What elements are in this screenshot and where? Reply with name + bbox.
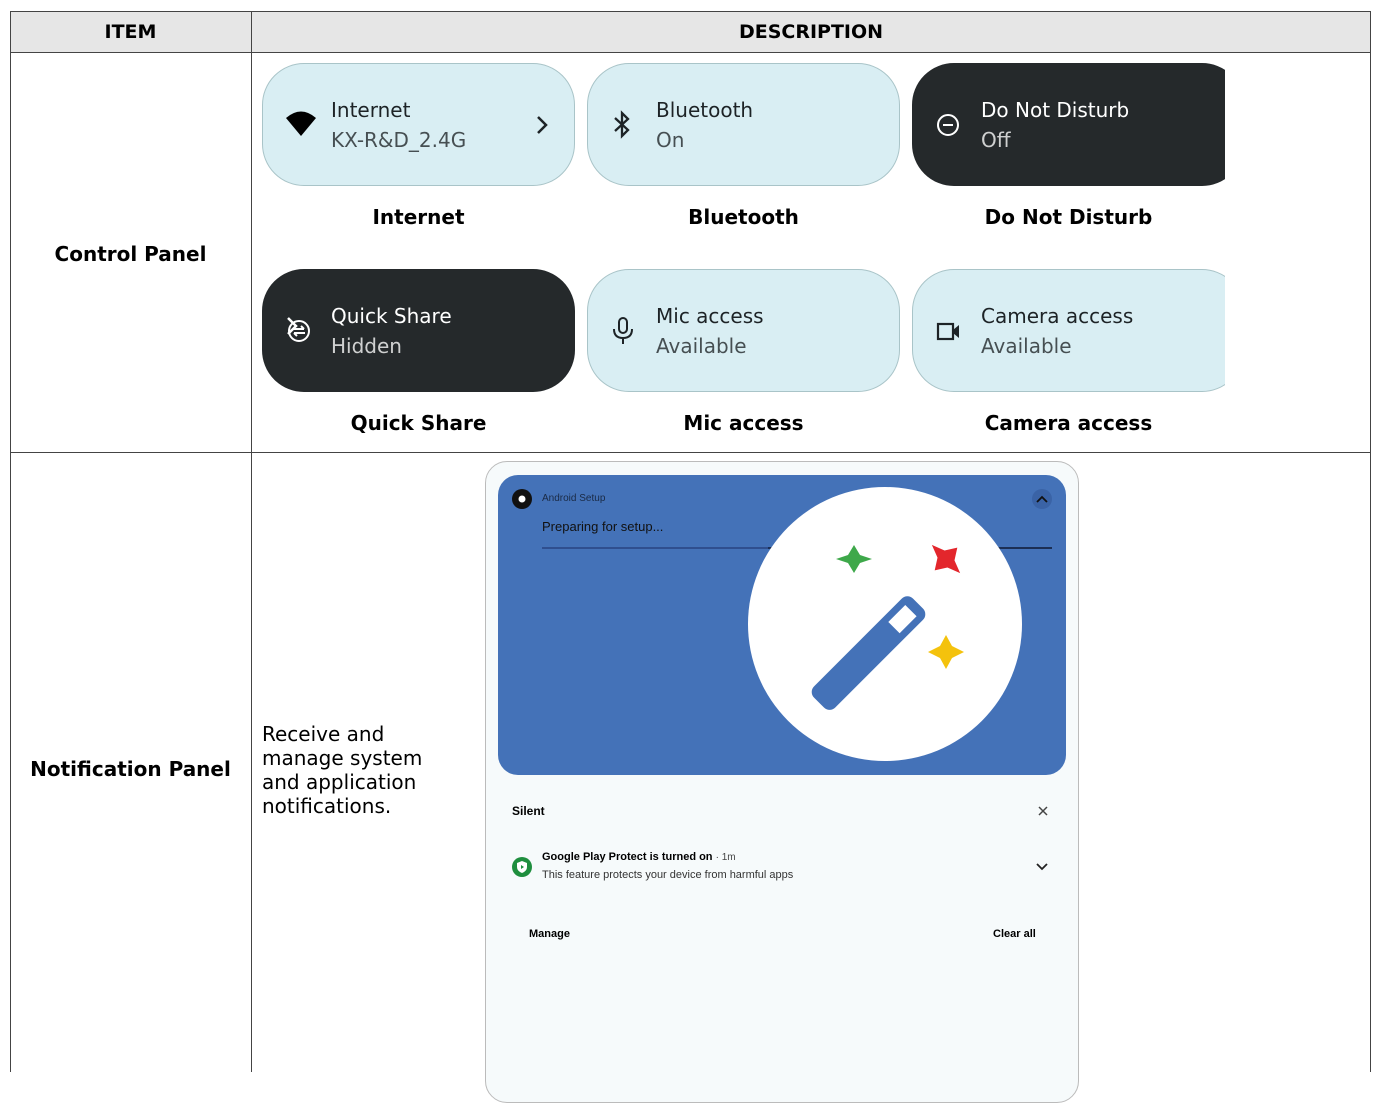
play-protect-icon xyxy=(512,857,532,877)
tile: Quick Share Hidden xyxy=(262,269,575,392)
clear-all-button[interactable]: Clear all xyxy=(993,928,1036,940)
tile-status: KX-R&D_2.4G xyxy=(331,128,467,152)
share-icon xyxy=(288,320,310,342)
border xyxy=(251,11,252,1072)
tile: Do Not Disturb Off xyxy=(912,63,1225,186)
chevron xyxy=(287,317,298,335)
setup-card: Android Setup Preparing for setup... xyxy=(498,475,1066,775)
tile-title: Bluetooth xyxy=(656,98,754,122)
manage-button[interactable]: Manage xyxy=(529,928,570,940)
tile-caption: Internet xyxy=(372,205,465,229)
description: Receive and manage system and applicatio… xyxy=(262,722,423,818)
item-label: Control Panel xyxy=(54,242,207,266)
tile-title: Internet xyxy=(331,98,411,122)
notification-screenshot: Android Setup Preparing for setup... Sil… xyxy=(485,461,1079,1103)
tile-title: Do Not Disturb xyxy=(981,98,1130,122)
app-name: Android Setup xyxy=(542,493,606,504)
border xyxy=(10,452,1371,453)
tile-caption: Do Not Disturb xyxy=(984,205,1153,229)
dnd-icon xyxy=(937,114,959,136)
expand-icon[interactable] xyxy=(1035,862,1049,872)
tile-wrap: Do Not Disturb Off xyxy=(912,63,1225,188)
notification-time: · 1m xyxy=(715,852,736,863)
header-item: ITEM xyxy=(10,12,251,52)
tile-wrap: Mic access Available xyxy=(587,269,900,394)
border xyxy=(10,52,1371,53)
tile-caption: Quick Share xyxy=(350,411,487,435)
notification-text: This feature protects your device from h… xyxy=(542,869,794,881)
tile-wrap: Bluetooth On xyxy=(587,63,900,188)
setup-message: Preparing for setup... xyxy=(542,519,664,534)
page: ITEM DESCRIPTION Control Panel Internet … xyxy=(10,11,1371,1103)
tile-title: Mic access xyxy=(656,304,764,328)
notification-title: Google Play Protect is turned on xyxy=(542,851,713,863)
border xyxy=(1370,11,1371,1072)
setup-graphics xyxy=(512,487,1052,761)
camera-icon xyxy=(936,322,959,341)
tile: Bluetooth On xyxy=(587,63,900,186)
border xyxy=(10,11,1371,12)
tile-caption: Camera access xyxy=(984,411,1153,435)
notification-heading: Google Play Protect is turned on · 1m xyxy=(542,851,736,863)
tile-status: Hidden xyxy=(331,334,402,358)
border xyxy=(10,11,11,1072)
mic-icon xyxy=(613,317,633,344)
wifi-icon xyxy=(286,111,316,136)
tile-status: Available xyxy=(656,334,747,358)
tile-title: Camera access xyxy=(981,304,1134,328)
tile-wrap: Internet KX-R&D_2.4G xyxy=(262,63,575,188)
tile-wrap: Quick Share Hidden xyxy=(262,269,575,394)
tile: Internet KX-R&D_2.4G xyxy=(262,63,575,186)
tile-title: Quick Share xyxy=(331,304,452,328)
close-icon[interactable] xyxy=(1037,805,1049,817)
header-description: DESCRIPTION xyxy=(252,12,1370,52)
bluetooth-icon xyxy=(614,110,630,139)
tile: Camera access Available xyxy=(912,269,1225,392)
tile-caption: Mic access xyxy=(683,411,804,435)
section-label: Silent xyxy=(512,804,545,818)
tile: Mic access Available xyxy=(587,269,900,392)
chevron xyxy=(537,116,548,134)
tile-wrap: Camera access Available xyxy=(912,269,1225,394)
item-label: Notification Panel xyxy=(30,757,231,781)
tile-caption: Bluetooth xyxy=(688,205,799,229)
tile-status: On xyxy=(656,128,685,152)
tile-status: Available xyxy=(981,334,1072,358)
tile-status: Off xyxy=(981,128,1011,152)
